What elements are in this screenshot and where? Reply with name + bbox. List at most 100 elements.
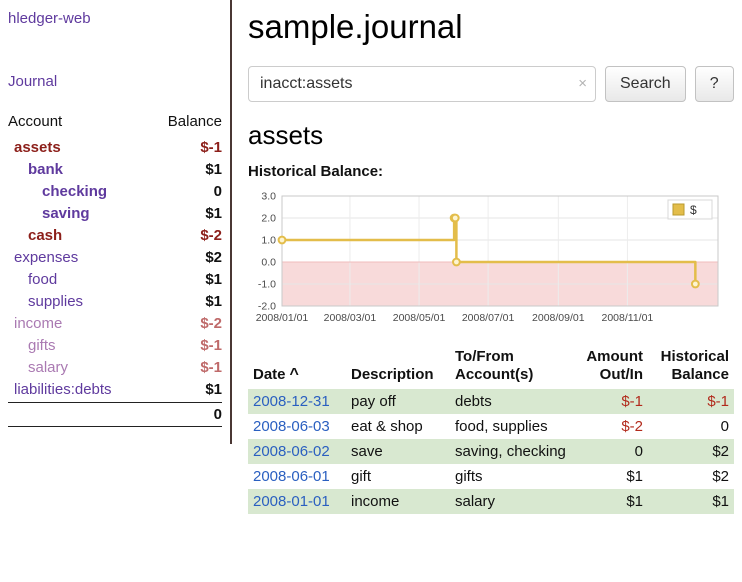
account-link[interactable]: assets	[14, 138, 61, 156]
register-row: 2008-06-02 save saving, checking 0 $2	[248, 438, 734, 464]
svg-text:-1.0: -1.0	[258, 279, 276, 291]
txn-description: save	[346, 438, 450, 464]
accounts-table-header: Account Balance	[8, 110, 222, 136]
account-row: checking 0	[8, 180, 222, 202]
svg-text:0.0: 0.0	[261, 257, 276, 269]
column-header-date[interactable]: Date ^	[253, 366, 299, 384]
help-button[interactable]: ?	[694, 66, 734, 102]
hledger-web-app: hledger-web Journal Account Balance asse…	[0, 0, 742, 514]
account-row: salary $-1	[8, 356, 222, 378]
txn-accounts: gifts	[455, 467, 483, 485]
search-input-wrap: ×	[248, 66, 596, 102]
txn-date-link[interactable]: 2008-06-01	[253, 467, 330, 485]
app-title-link[interactable]: hledger-web	[8, 10, 91, 27]
register-row: 2008-12-31 pay off debts $-1 $-1	[248, 388, 734, 414]
svg-text:3.0: 3.0	[261, 191, 276, 203]
account-balance: $-1	[200, 358, 222, 376]
txn-amount: $1	[626, 467, 643, 485]
txn-date-link[interactable]: 2008-12-31	[253, 392, 330, 410]
txn-amount: $-1	[576, 388, 648, 414]
column-header-accounts: To/From Account(s)	[455, 348, 534, 384]
account-row: cash $-2	[8, 224, 222, 246]
account-row: gifts $-1	[8, 334, 222, 356]
column-header-balance: Historical Balance	[660, 348, 729, 384]
account-row: food $1	[8, 268, 222, 290]
txn-balance: $2	[648, 438, 734, 464]
svg-text:2008/01/01: 2008/01/01	[256, 312, 309, 324]
txn-description: gift	[351, 467, 372, 485]
txn-balance: $2	[712, 467, 729, 485]
svg-text:2008/05/01: 2008/05/01	[393, 312, 446, 324]
svg-text:2008/09/01: 2008/09/01	[532, 312, 585, 324]
register-header-row: Date ^ Description To/From Account(s) Amo…	[248, 346, 734, 389]
account-link[interactable]: food	[28, 270, 58, 288]
account-row: assets $-1	[8, 136, 222, 158]
account-link[interactable]: cash	[28, 226, 63, 244]
account-balance: $-1	[200, 138, 222, 156]
txn-accounts: salary	[450, 488, 576, 514]
balance-chart: 3.0 2.0 1.0 0.0 -1.0 -2.0 2008/01/01 2008/03/01…	[248, 188, 726, 334]
txn-accounts: debts	[450, 388, 576, 414]
nav-journal-link[interactable]: Journal	[8, 73, 58, 90]
search-input[interactable]	[248, 66, 596, 102]
account-heading: assets	[248, 120, 324, 150]
accounts-table: Account Balance assets $-1 bank $1 check…	[8, 110, 222, 427]
account-row: liabilities:debts $1	[8, 378, 222, 400]
main-content: sample.journal × Search ? assets Histori…	[232, 0, 742, 514]
register-row: 2008-06-01 gift gifts $1 $2	[248, 464, 734, 489]
svg-text:1.0: 1.0	[261, 235, 276, 247]
account-link[interactable]: expenses	[14, 248, 79, 266]
txn-balance: $1	[648, 488, 734, 514]
account-balance: $-2	[200, 314, 222, 332]
account-balance: $-1	[200, 336, 222, 354]
svg-text:$: $	[690, 203, 697, 217]
account-balance: $1	[205, 380, 222, 398]
account-link[interactable]: bank	[28, 160, 64, 178]
account-balance: 0	[213, 182, 222, 200]
txn-amount: $1	[576, 488, 648, 514]
account-balance: $1	[205, 204, 222, 222]
txn-description: income	[346, 488, 450, 514]
account-link[interactable]: liabilities:debts	[14, 380, 112, 398]
svg-text:-2.0: -2.0	[258, 301, 276, 313]
column-header-description: Description	[351, 366, 434, 384]
account-link[interactable]: income	[14, 314, 63, 332]
txn-amount: 0	[576, 438, 648, 464]
account-link[interactable]: checking	[42, 182, 108, 200]
account-link[interactable]: gifts	[28, 336, 56, 354]
account-row: income $-2	[8, 312, 222, 334]
account-link[interactable]: salary	[28, 358, 69, 376]
account-row: saving $1	[8, 202, 222, 224]
account-balance: $1	[205, 292, 222, 310]
account-balance: $-2	[200, 226, 222, 244]
accounts-header-balance: Balance	[167, 113, 222, 130]
txn-date-link[interactable]: 2008-06-03	[253, 417, 330, 435]
account-link[interactable]: supplies	[28, 292, 84, 310]
register-row: 2008-01-01 income salary $1 $1	[248, 488, 734, 514]
column-header-amount: Amount Out/In	[586, 348, 643, 384]
account-row: bank $1	[8, 158, 222, 180]
account-balance: $1	[205, 160, 222, 178]
svg-text:2008/07/01: 2008/07/01	[462, 312, 515, 324]
account-balance: $2	[205, 248, 222, 266]
svg-text:2008/03/01: 2008/03/01	[324, 312, 377, 324]
sidebar: hledger-web Journal Account Balance asse…	[0, 0, 232, 444]
search-button[interactable]: Search	[605, 66, 686, 102]
clear-search-icon[interactable]: ×	[578, 75, 587, 92]
txn-balance: $-1	[648, 388, 734, 414]
txn-date-link[interactable]: 2008-01-01	[253, 492, 330, 510]
account-row: expenses $2	[8, 246, 222, 268]
register-row: 2008-06-03 eat & shop food, supplies $-2…	[248, 414, 734, 439]
account-balance: $1	[205, 270, 222, 288]
sort-ascending-icon: ^	[289, 366, 299, 384]
svg-text:2.0: 2.0	[261, 213, 276, 225]
txn-amount: $-2	[621, 417, 643, 435]
chart-title: Historical Balance:	[248, 163, 384, 180]
txn-accounts: saving, checking	[450, 438, 576, 464]
txn-description: eat & shop	[351, 417, 423, 435]
register-table: Date ^ Description To/From Account(s) Amo…	[248, 346, 734, 514]
txn-date-link[interactable]: 2008-06-02	[253, 442, 330, 460]
account-link[interactable]: saving	[42, 204, 90, 222]
search-form: × Search ?	[248, 66, 734, 102]
